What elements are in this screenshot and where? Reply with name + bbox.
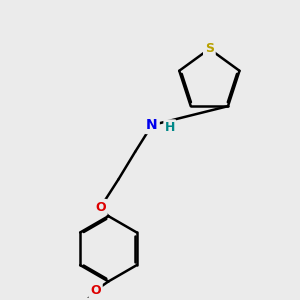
Text: S: S (205, 42, 214, 56)
Text: N: N (146, 118, 158, 132)
Text: H: H (165, 121, 175, 134)
Text: O: O (95, 201, 106, 214)
Text: O: O (90, 284, 101, 297)
